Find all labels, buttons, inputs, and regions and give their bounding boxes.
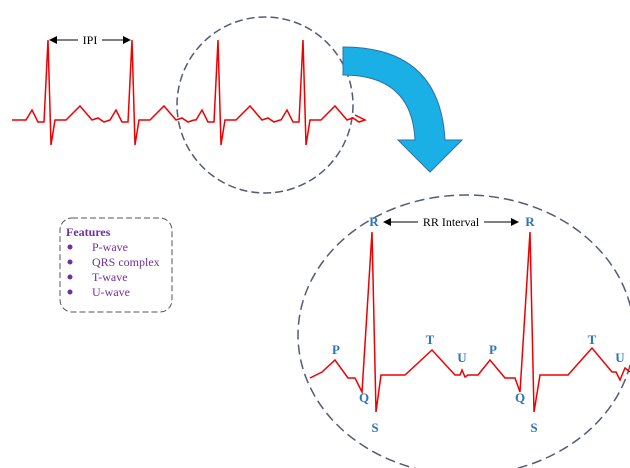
label-bg [78, 32, 102, 48]
label-bg [418, 214, 484, 230]
zoom-circle [176, 16, 354, 194]
wave-label: P [489, 342, 497, 357]
feature-item: T-wave [92, 270, 128, 284]
feature-item: QRS complex [92, 255, 160, 269]
wave-label: R [369, 214, 379, 229]
zoom-arrow [342, 46, 464, 173]
bullet [67, 274, 73, 280]
wave-label: S [371, 420, 378, 435]
wave-label: U [457, 350, 467, 365]
features-title: Features [66, 225, 111, 239]
feature-item: P-wave [92, 240, 128, 254]
wave-label: T [588, 332, 597, 347]
ecg-zoom [309, 231, 630, 413]
wave-label: Q [359, 390, 369, 405]
wave-label: Q [515, 390, 525, 405]
bullet [67, 259, 73, 265]
wave-label: P [332, 342, 340, 357]
ipi-label: IPI [83, 33, 98, 47]
wave-label: S [530, 420, 537, 435]
rr-label: RR Interval [423, 215, 480, 229]
wave-label: R [525, 214, 535, 229]
zoom-ellipse [297, 194, 630, 468]
feature-item: U-wave [92, 285, 130, 299]
bullet [67, 244, 73, 250]
bullet [67, 289, 73, 295]
wave-label: T [426, 332, 435, 347]
ecg-signal [12, 39, 367, 146]
wave-label: U [615, 350, 625, 365]
features-box [59, 217, 173, 313]
